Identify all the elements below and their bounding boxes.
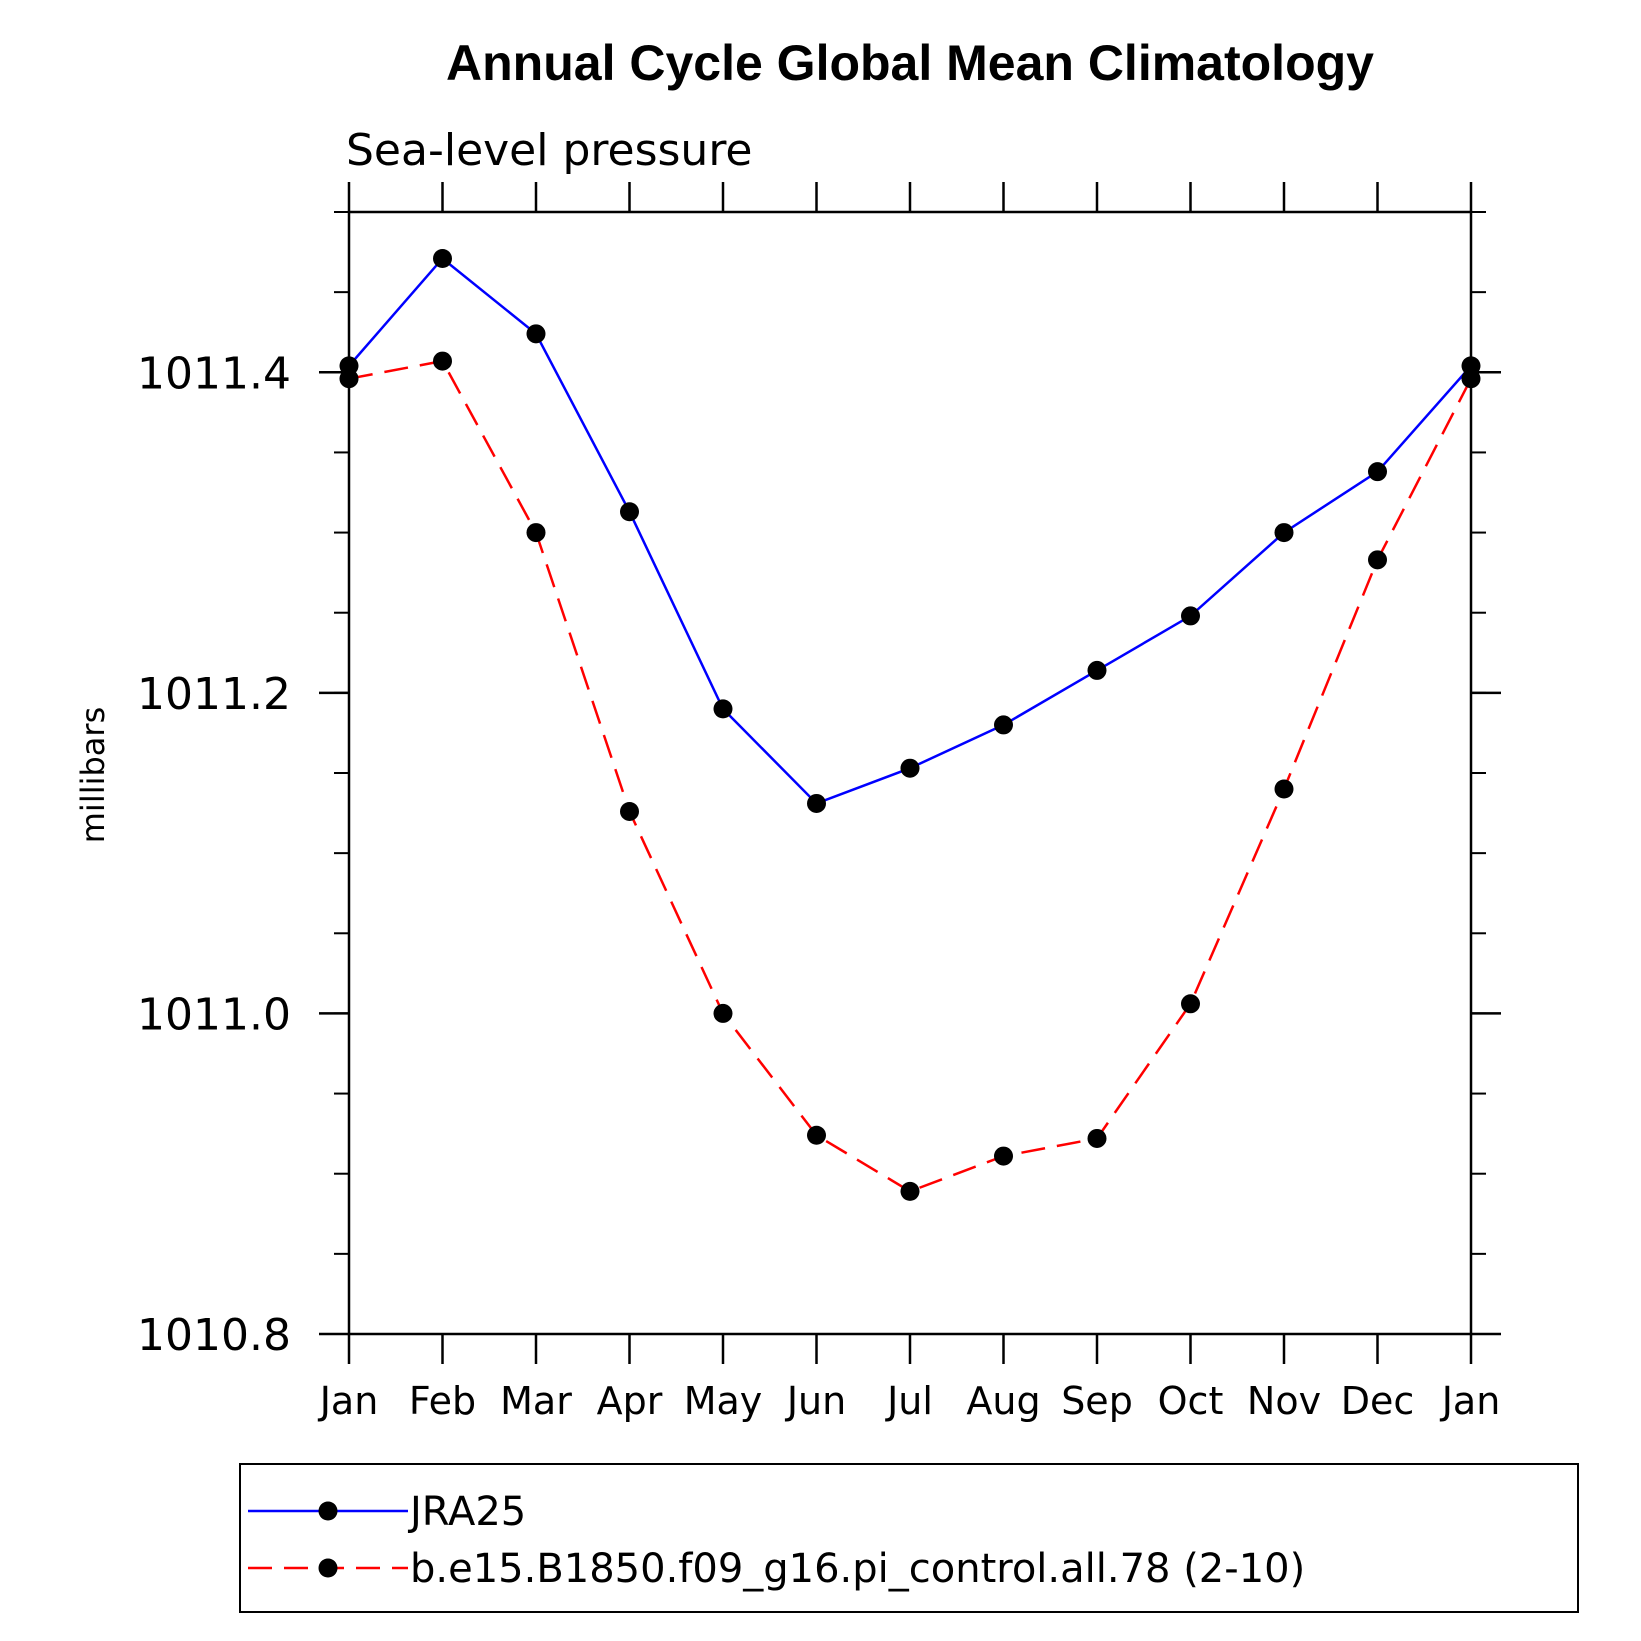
x-tick-label: May [684, 1379, 763, 1423]
y-axis-label: millibars [74, 707, 112, 843]
series-2-point [1368, 550, 1387, 570]
y-tick-label: 1011.0 [137, 989, 291, 1040]
series-2-point [339, 369, 359, 389]
legend-frame [239, 1463, 1579, 1613]
legend-marker [318, 1501, 338, 1521]
series-1-point [1368, 462, 1387, 482]
x-tick-label: Apr [597, 1379, 663, 1423]
x-tick-label: Feb [409, 1379, 476, 1423]
legend-items: JRA25 b.e15.B1850.f09_g16.pi_control.all.… [248, 1489, 1305, 1592]
series-2-point [620, 801, 639, 821]
y-tick-label: 1011.2 [137, 669, 291, 720]
series-2-point [807, 1125, 826, 1145]
series-2-point [1181, 994, 1200, 1014]
x-tick-label: Aug [966, 1379, 1040, 1423]
x-tick-label: Jan [318, 1379, 379, 1423]
series-2-point [433, 351, 452, 371]
x-tick-label: Jul [885, 1379, 933, 1423]
x-tick-label: Dec [1341, 1379, 1415, 1423]
y-tick-label: 1011.4 [137, 348, 291, 399]
series-1-point [807, 793, 826, 813]
legend-label: b.e15.B1850.f09_g16.pi_control.all.78 (2… [410, 1546, 1305, 1592]
chart-title: Annual Cycle Global Mean Climatology [446, 35, 1374, 91]
axis-ticks: Jan Feb Mar Apr May Jun Jul Aug Sep Oct Nov Dec Jan 1… [137, 182, 1501, 1423]
x-tick-label: Mar [500, 1379, 572, 1423]
series-2-point [994, 1146, 1013, 1166]
series-2-point [900, 1181, 920, 1201]
series-1-point [620, 502, 639, 522]
series-1-point [900, 758, 920, 778]
x-tick-label: Oct [1158, 1379, 1224, 1423]
series-2-point [1274, 779, 1294, 799]
series-line-1 [348, 256, 1472, 805]
series-1-point [1274, 523, 1294, 543]
x-tick-label: Jun [785, 1379, 846, 1423]
series-1-point [1181, 606, 1200, 626]
series-2-point [713, 1003, 733, 1023]
x-tick-label: Nov [1247, 1379, 1321, 1423]
series-1-point [713, 699, 733, 719]
legend-label: JRA25 [407, 1489, 526, 1535]
chart-subtitle: Sea-level pressure [346, 125, 753, 176]
legend: JRA25 b.e15.B1850.f09_g16.pi_control.all.… [239, 1463, 1579, 1613]
series-2-point [1087, 1128, 1107, 1148]
series-1-point [526, 324, 546, 344]
series-layer [339, 248, 1481, 1201]
series-1-point [1087, 660, 1107, 680]
series-1-point [433, 248, 452, 268]
x-tick-label: Sep [1061, 1379, 1133, 1423]
series-2-point [1461, 369, 1481, 389]
series-2-point [526, 523, 546, 543]
series-1-point [994, 715, 1013, 735]
x-tick-label: Jan [1440, 1379, 1501, 1423]
y-tick-label: 1010.8 [137, 1310, 291, 1361]
legend-marker [318, 1558, 338, 1578]
